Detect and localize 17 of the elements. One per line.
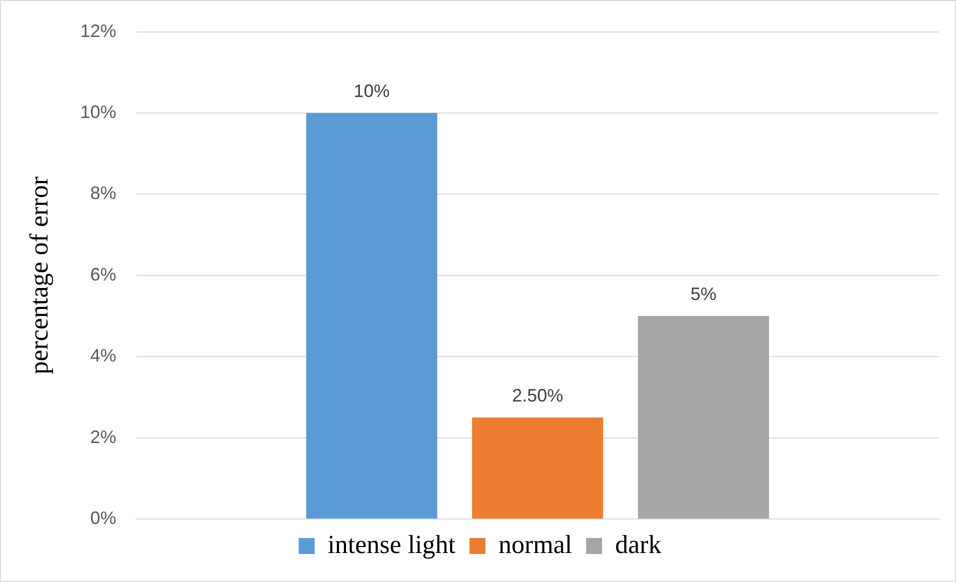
bar <box>638 316 770 518</box>
legend-label: intense light <box>328 530 456 559</box>
legend-label: dark <box>615 530 662 559</box>
data-label: 2.50% <box>512 385 564 406</box>
y-tick-label: 10% <box>80 102 116 122</box>
legend-label: normal <box>498 530 572 559</box>
bar <box>472 418 604 518</box>
y-tick-label: 8% <box>90 183 116 204</box>
bar <box>306 113 438 518</box>
y-tick-label: 2% <box>90 426 116 447</box>
data-label: 5% <box>690 284 717 304</box>
y-axis-title: percentage of error <box>24 176 54 374</box>
data-label: 10% <box>354 80 390 101</box>
y-tick-label: 6% <box>90 264 116 284</box>
y-tick-label: 0% <box>90 508 116 528</box>
y-tick-label: 4% <box>90 346 116 366</box>
y-tick-label: 12% <box>80 20 116 41</box>
